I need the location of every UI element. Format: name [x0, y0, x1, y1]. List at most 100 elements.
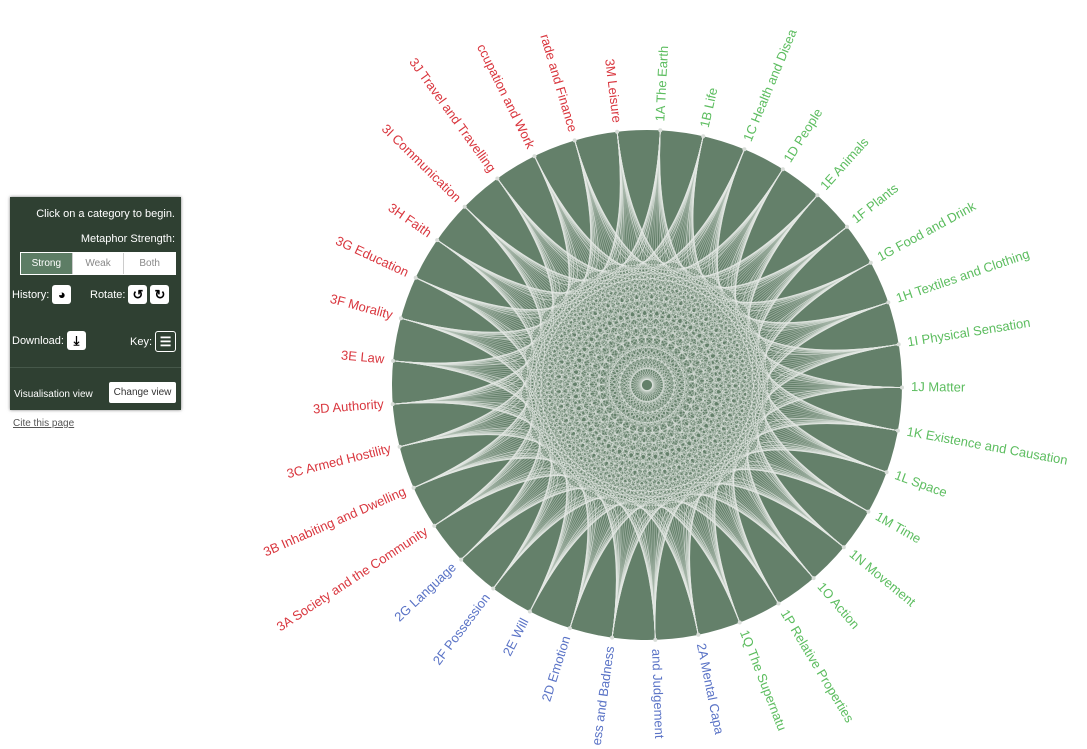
metaphor-link: [492, 168, 784, 589]
category-label[interactable]: 1H Textiles and Clothing: [894, 246, 1031, 306]
category-node[interactable]: [459, 557, 464, 562]
category-label[interactable]: 1K Existence and Causation: [906, 424, 1069, 468]
metaphor-link: [754, 441, 887, 548]
category-label[interactable]: 1C Health and Disea: [740, 26, 800, 143]
category-label[interactable]: 3C Armed Hostility: [285, 441, 393, 482]
category-label[interactable]: 1D People: [780, 106, 825, 165]
category-node[interactable]: [495, 176, 500, 181]
metaphor-link: [756, 420, 898, 548]
category-label[interactable]: 1G Food and Drink: [875, 198, 979, 264]
metaphor-link: [413, 344, 899, 489]
metaphor-link: [392, 398, 898, 431]
category-node[interactable]: [701, 134, 706, 139]
category-node[interactable]: [391, 358, 396, 363]
category-label[interactable]: 1M Time: [873, 509, 924, 547]
category-label[interactable]: 3D Authority: [312, 396, 384, 416]
category-label[interactable]: 3E Law: [340, 347, 385, 366]
category-label[interactable]: 1B Life: [697, 86, 721, 129]
metaphor-link: [534, 156, 741, 623]
category-label[interactable]: 3I Communication: [379, 121, 464, 205]
metaphor-link: [616, 131, 845, 548]
category-node[interactable]: [900, 385, 904, 390]
metaphor-link: [399, 317, 525, 448]
category-node[interactable]: [696, 632, 701, 637]
category-node[interactable]: [610, 635, 615, 640]
category-label[interactable]: 2A Mental Capa: [694, 642, 727, 736]
metaphor-link: [400, 239, 535, 340]
metaphor-link: [770, 387, 903, 473]
category-node[interactable]: [567, 626, 572, 631]
strength-both-button[interactable]: Both: [123, 253, 176, 274]
category-label[interactable]: 3M Leisure: [602, 58, 624, 124]
category-label[interactable]: 2E Will: [500, 615, 532, 658]
category-node[interactable]: [896, 342, 901, 347]
category-node[interactable]: [398, 316, 403, 321]
menu-icon[interactable]: ☰: [155, 331, 177, 352]
category-node[interactable]: [658, 128, 663, 133]
category-label[interactable]: 1N Movement: [847, 546, 919, 609]
rotate-left-icon[interactable]: ↺: [128, 285, 148, 304]
metaphor-link: [616, 131, 889, 324]
category-node[interactable]: [845, 224, 849, 229]
category-label[interactable]: 1J Matter: [911, 379, 966, 395]
category-label[interactable]: 1F Plants: [849, 180, 902, 226]
category-label[interactable]: rade and Finance: [537, 32, 580, 133]
metaphor-link: [574, 140, 699, 635]
category-node[interactable]: [886, 300, 891, 305]
category-label[interactable]: 1I Physical Sensation: [906, 315, 1031, 350]
category-node[interactable]: [653, 637, 658, 642]
strength-strong-button[interactable]: Strong: [21, 253, 72, 274]
metaphor-link: [415, 277, 899, 356]
category-label[interactable]: 2F Possession: [430, 591, 493, 668]
category-node[interactable]: [780, 167, 785, 172]
category-label[interactable]: 1A The Earth: [652, 45, 671, 121]
category-node[interactable]: [491, 586, 496, 591]
category-node[interactable]: [868, 260, 873, 265]
category-node[interactable]: [435, 238, 440, 243]
category-label[interactable]: 3G Education: [333, 233, 411, 280]
category-label[interactable]: 1Q The Supernatu: [737, 628, 790, 733]
cite-link[interactable]: Cite this page: [13, 418, 75, 429]
category-node[interactable]: [462, 204, 467, 209]
category-node[interactable]: [811, 576, 816, 581]
category-node[interactable]: [742, 147, 747, 152]
category-node[interactable]: [841, 545, 846, 550]
metaphor-link: [574, 136, 704, 263]
metaphor-link: [393, 360, 898, 431]
category-label[interactable]: 1O Action: [815, 579, 863, 631]
rotate-right-icon[interactable]: ↻: [150, 285, 170, 304]
metaphor-link: [741, 461, 869, 579]
metaphor-link: [436, 239, 741, 623]
change-view-button[interactable]: Change view: [109, 382, 176, 403]
strength-weak-button[interactable]: Weak: [71, 253, 124, 274]
metaphor-link: [460, 262, 871, 560]
download-icon[interactable]: ⤓: [66, 331, 86, 350]
metaphor-link: [534, 156, 887, 473]
category-node[interactable]: [776, 601, 781, 606]
category-label[interactable]: 2G Language: [391, 560, 459, 625]
category-node[interactable]: [615, 129, 620, 134]
clock-icon[interactable]: ◕: [52, 285, 72, 304]
category-node[interactable]: [895, 428, 900, 433]
category-node[interactable]: [532, 154, 537, 159]
category-node[interactable]: [866, 509, 871, 514]
category-node[interactable]: [432, 523, 437, 528]
category-node[interactable]: [737, 620, 742, 625]
strength-toggle: Strong Weak Both: [20, 252, 176, 275]
category-label[interactable]: 2D Emotion: [539, 634, 574, 703]
category-label[interactable]: 3H Faith: [386, 200, 435, 240]
category-node[interactable]: [411, 485, 416, 490]
category-label[interactable]: and Judgement: [649, 649, 667, 739]
category-node[interactable]: [390, 402, 395, 407]
category-node[interactable]: [884, 470, 889, 475]
category-node[interactable]: [815, 193, 820, 198]
category-node[interactable]: [572, 138, 577, 143]
category-node[interactable]: [527, 609, 532, 614]
category-label[interactable]: ccupation and Work: [474, 41, 538, 151]
category-node[interactable]: [397, 444, 402, 449]
category-label[interactable]: ess and Badness: [589, 645, 618, 746]
category-label[interactable]: 1L Space: [893, 467, 949, 500]
category-label[interactable]: 1E Animals: [817, 134, 872, 193]
category-node[interactable]: [413, 275, 418, 280]
category-label[interactable]: 3F Morality: [328, 291, 394, 322]
